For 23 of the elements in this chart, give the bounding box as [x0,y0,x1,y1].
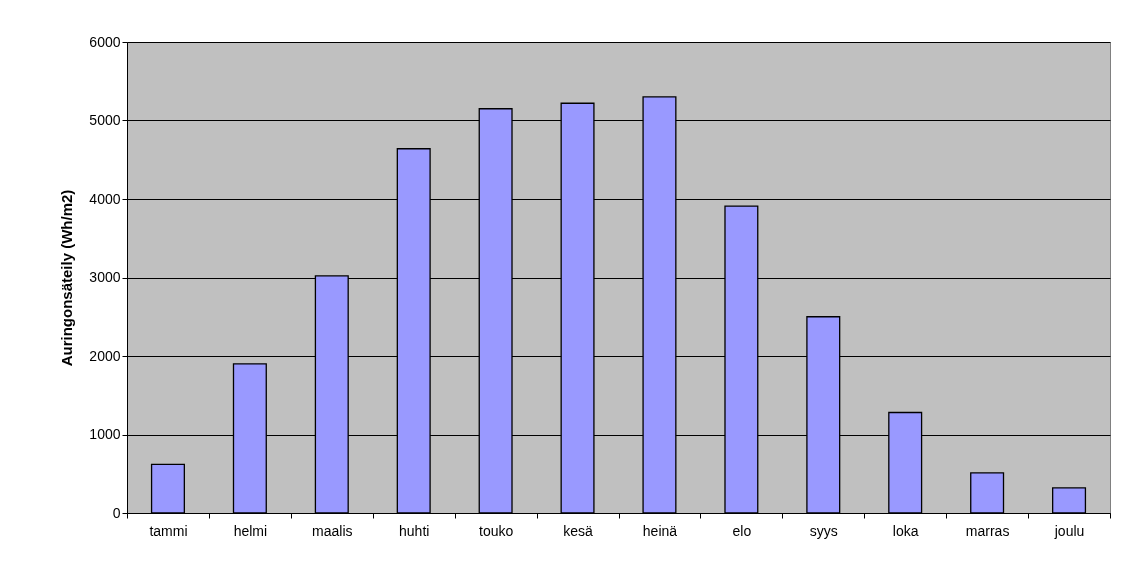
y-tick-label: 5000 [89,112,121,128]
y-tick-label: 1000 [89,426,121,442]
y-tick-label: 6000 [89,33,121,50]
bar [1052,487,1087,514]
bar [970,472,1005,514]
bar [150,463,185,514]
y-tick-label: 0 [112,504,121,521]
x-tick-label: huhti [399,522,430,539]
x-tick-label: tammi [149,522,188,539]
x-tick-label: loka [892,522,919,539]
x-tick-label: touko [479,522,514,539]
y-tick-label: 2000 [89,347,121,364]
y-tick-label: 3000 [89,269,121,285]
x-tick-label: joulu [1053,522,1085,539]
x-tick-label: heinä [642,522,678,539]
x-tick-label: helmi [233,522,268,539]
x-tick-label: maalis [312,522,353,539]
y-axis-title: Auringonsäteily (Wh/m2) [58,189,76,367]
x-tick-label: marras [965,522,1010,539]
y-tick-label: 4000 [89,190,121,207]
x-tick-label: syys [809,522,838,539]
x-tick-label: kesä [563,522,594,539]
x-tick-label: elo [732,522,752,539]
